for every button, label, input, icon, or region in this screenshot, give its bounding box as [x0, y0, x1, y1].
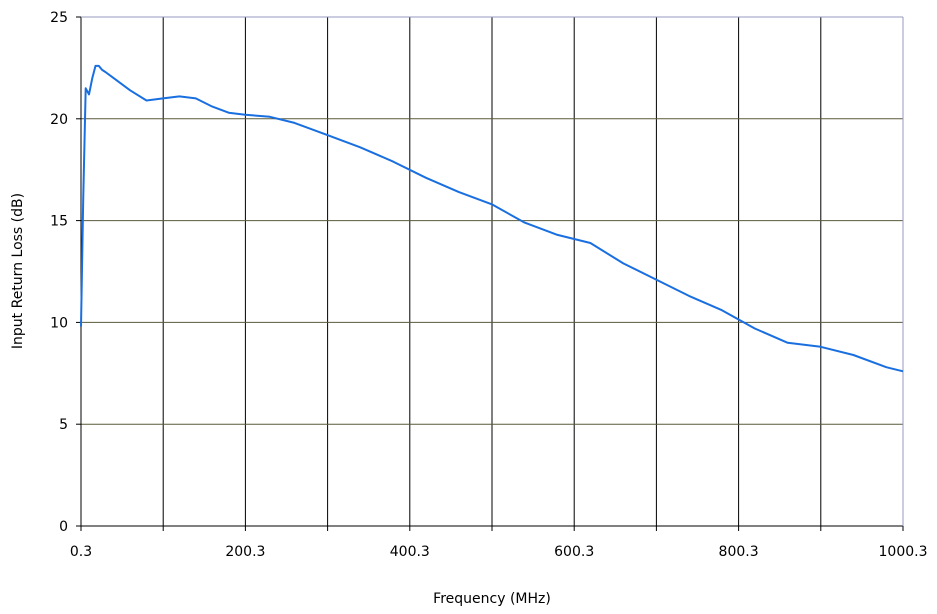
x-tick-label: 800.3 [719, 544, 759, 560]
y-tick-label: 15 [50, 214, 68, 230]
y-tick-label: 10 [50, 315, 68, 331]
y-tick-labels: 0 5 10 15 20 25 [50, 10, 68, 535]
y-tick-label: 25 [50, 10, 68, 26]
x-tick-label: 1000.3 [879, 544, 928, 560]
x-tick-labels: 0.3 200.3 400.3 600.3 800.3 1000.3 [70, 544, 928, 560]
y-axis-title: Input Return Loss (dB) [10, 193, 26, 349]
x-axis-title: Frequency (MHz) [433, 591, 551, 607]
x-tick-label: 600.3 [554, 544, 594, 560]
series-group [80, 64, 904, 373]
x-tick-label: 0.3 [70, 544, 92, 560]
x-tick-label: 200.3 [225, 544, 265, 560]
x-tick-label: 400.3 [390, 544, 430, 560]
y-tick-label: 5 [59, 417, 68, 433]
y-tick-label: 20 [50, 112, 68, 128]
y-tick-label: 0 [59, 519, 68, 535]
gridlines [81, 17, 903, 526]
series-line [80, 64, 904, 373]
